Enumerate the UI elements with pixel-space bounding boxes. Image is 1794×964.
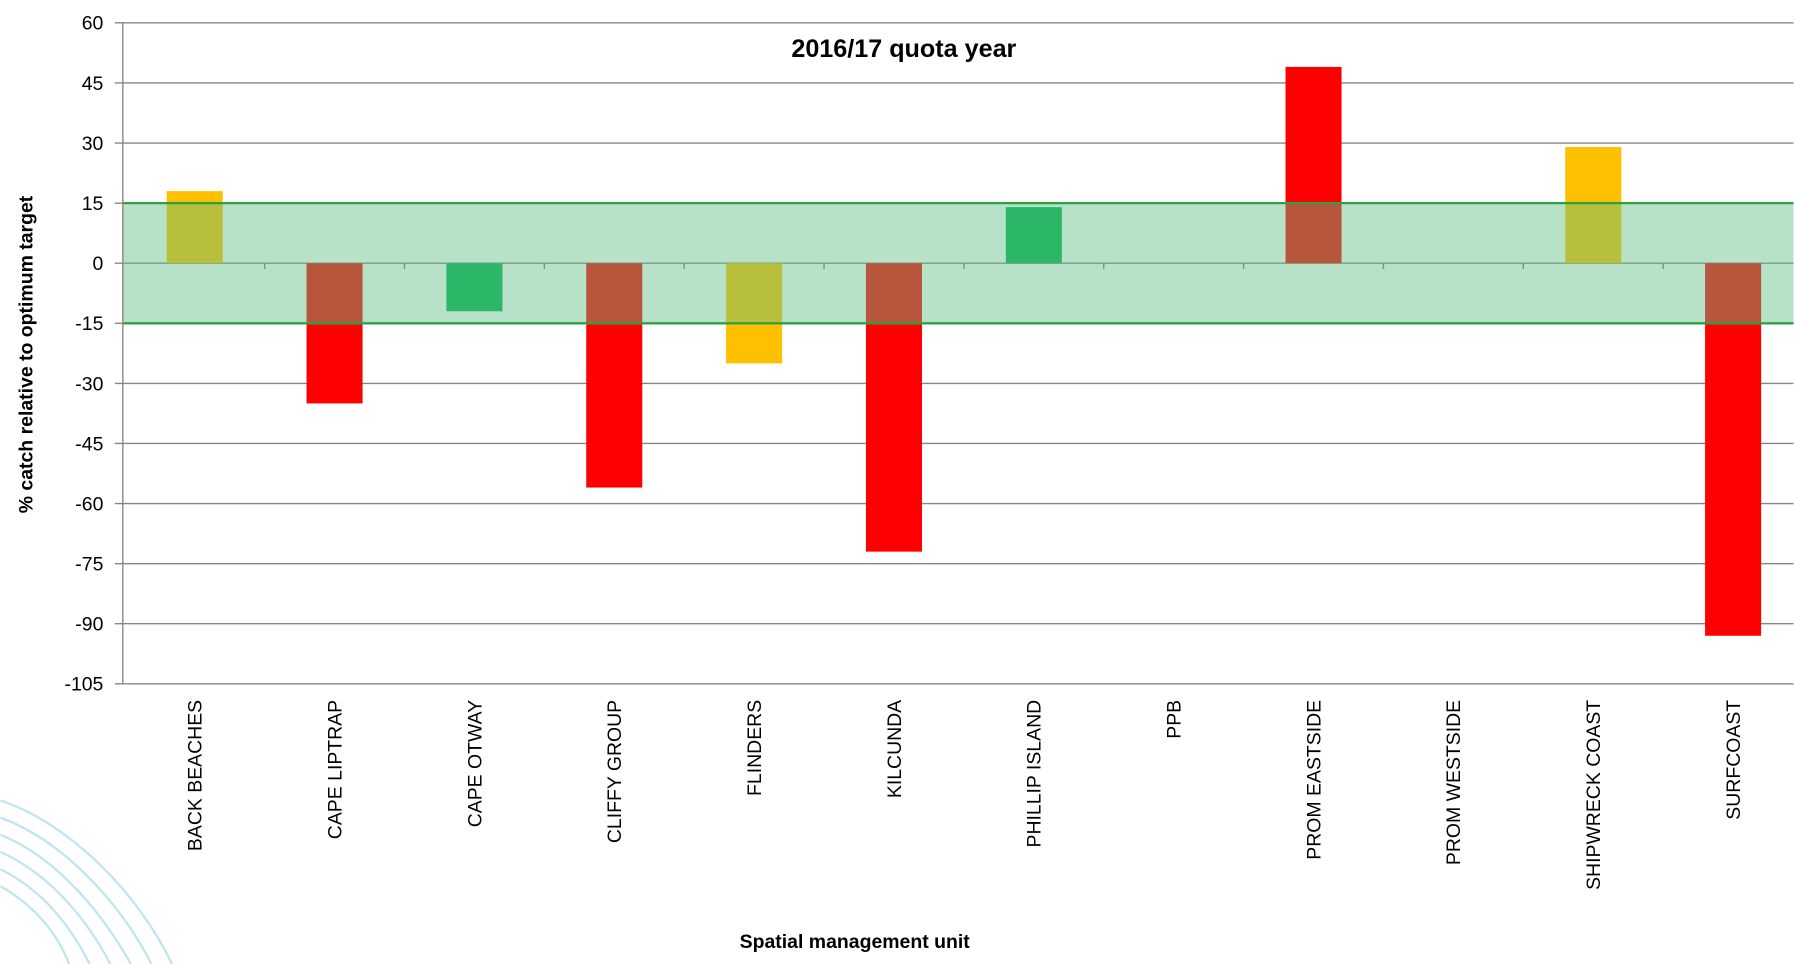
axes: -105 -90 -75 -60 -45 -30 -15 0 15 30 45 60 BACK BEAC… [64,13,1745,890]
x-tick-label: KILCUNDA [884,700,906,798]
x-tick-label: CAPE OTWAY [464,700,486,827]
bar [306,263,363,404]
bars [166,66,1762,636]
chart-title: 2016/17 quota year [791,35,1016,63]
y-tick-label: 0 [93,253,104,275]
y-tick-label: 30 [82,133,104,155]
y-tick-label: -60 [75,493,103,515]
target-band [122,203,1794,324]
x-tick-label: BACK BEACHES [185,700,207,851]
x-tick-label: FLINDERS [744,700,766,796]
y-axis-title: % catch relative to optimum target [15,195,37,513]
x-tick-label: PROM WESTSIDE [1443,700,1465,865]
bar [586,263,643,488]
y-tick-label: 60 [82,13,104,35]
decoration [0,799,174,964]
y-tick-label: -90 [75,614,103,636]
y-tick-label: 15 [82,193,104,215]
x-tick-label: SURFCOAST [1723,700,1745,820]
bar [865,263,922,552]
x-tick-label: CAPE LIPTRAP [324,700,346,839]
grid [114,22,1794,685]
y-tick-label: -30 [75,373,103,395]
x-tick-label: SHIPWRECK COAST [1583,700,1605,890]
x-tick-label: CLIFFY GROUP [604,700,626,843]
y-tick-label: -105 [64,674,103,696]
bar [1005,207,1062,264]
y-tick-label: 45 [82,73,104,95]
target-band-layer [122,201,1794,325]
y-tick-label: -75 [75,554,103,576]
y-tick-label: -15 [75,313,103,335]
x-axis-title: Spatial management unit [740,931,971,953]
x-tick-label: PROM EASTSIDE [1303,700,1325,860]
bar [446,263,503,312]
x-tick-label: PPB [1164,700,1186,739]
bar [1705,263,1762,636]
x-tick-label: PHILLIP ISLAND [1024,700,1046,848]
bar [1565,147,1622,264]
y-tick-label: -45 [75,433,103,455]
bar [726,263,783,364]
bar [1285,66,1342,264]
